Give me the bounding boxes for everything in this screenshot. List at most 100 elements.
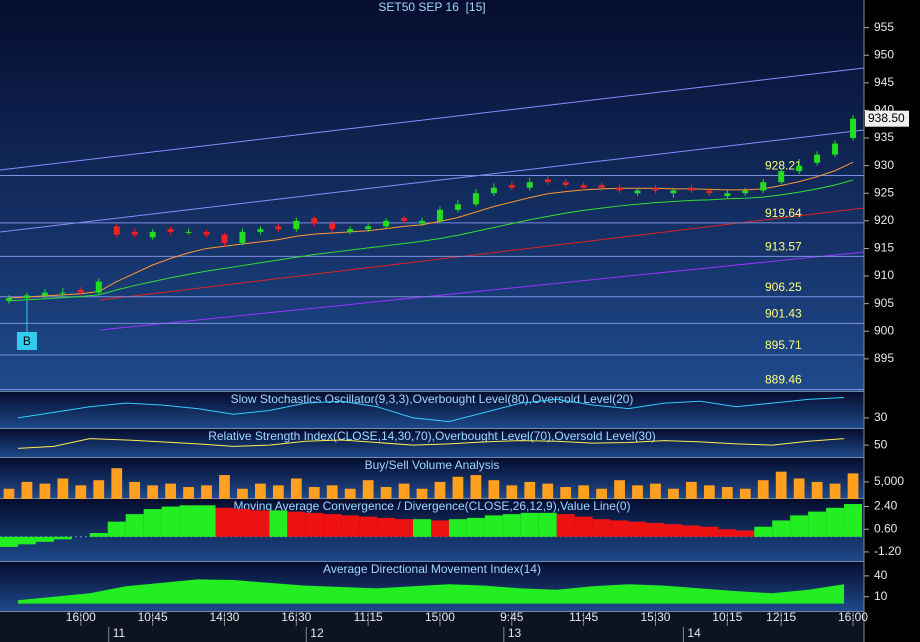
y-tick-label: 950 [874,47,894,61]
y-tick-label: 0.60 [874,521,898,535]
macd-bar [0,536,18,547]
volume-bar [3,488,15,499]
volume-bar [847,473,859,499]
volume-bar [793,478,805,499]
macd-bar [448,519,467,537]
candle-body [275,226,282,230]
panel-title: Buy/Sell Volume Analysis [365,458,500,472]
level-label: 895.71 [765,338,802,352]
x-tick-label: 9:45 [500,610,524,624]
macd-bar [844,504,862,537]
volume-bar [703,485,715,499]
macd-bar [413,519,431,537]
candle-body [778,171,785,183]
level-label: 913.57 [765,240,802,254]
candle-body [113,226,120,235]
x-tick-label: 16:00 [838,610,868,624]
x-tick-label: 10:45 [138,610,168,624]
x-tick-label: 16:00 [66,610,96,624]
volume-bar [237,488,248,499]
y-tick-label: 915 [874,241,894,255]
candle-body [167,229,174,232]
volume-bar [308,487,320,499]
macd-bar [736,530,755,537]
macd-bar [89,533,108,537]
date-label: 13 [508,626,522,640]
macd-bar [197,505,216,537]
candle-body [508,184,515,188]
panel-background [0,429,864,458]
panel-background [0,392,864,429]
volume-bar [632,485,643,499]
macd-bar [592,519,611,537]
y-tick-label: 945 [874,75,894,89]
volume-bar [757,480,769,499]
volume-bar [290,478,302,499]
candle-body [203,231,210,235]
date-label: 12 [310,626,324,640]
volume-bar [326,485,338,499]
volume-bar [560,487,572,499]
volume-bar [452,476,464,499]
macd-bar [107,521,126,537]
macd-bar [431,520,449,537]
candle-body [365,226,372,230]
volume-bar [183,487,194,499]
volume-bar [650,483,661,499]
macd-bar [53,536,72,540]
volume-bar [524,481,536,499]
macd-bar [35,536,54,542]
macd-bar [466,517,485,537]
macd-bar [628,521,647,537]
macd-bar [179,505,198,537]
macd-bar [341,515,360,537]
macd-bar [610,520,629,537]
macd-bar [556,514,575,537]
macd-bar [125,514,144,537]
volume-bar [811,481,823,499]
volume-bar [201,485,212,499]
macd-bar [359,516,378,537]
candle-body [23,295,30,299]
macd-bar [484,515,503,537]
volume-bar [362,480,374,499]
macd-bar [287,511,306,537]
y-tick-label: -1.20 [874,544,902,558]
candle-body [670,190,677,194]
volume-bar [829,483,841,499]
volume-bar [470,475,482,499]
candle-body [760,182,767,191]
y-tick-label: 895 [874,351,894,365]
volume-bar [272,485,284,499]
candle-body [347,229,354,232]
time-axis-background [0,612,864,642]
volume-bar [380,487,392,499]
candle-body [616,187,623,191]
trend-line [99,251,865,331]
candle-body [149,231,156,238]
y-tick-label: 10 [874,589,888,603]
volume-bar [75,485,87,499]
volume-bar [775,471,787,499]
macd-bar [772,520,791,537]
chart-title: SET50 SEP 16 [15] [378,0,485,14]
volume-bar [93,480,105,499]
level-label: 919.64 [765,206,802,220]
x-tick-label: 10:15 [712,610,742,624]
candle-body [41,292,48,296]
date-label: 11 [113,626,126,640]
macd-bar [808,511,827,537]
macd-bar [161,506,180,537]
macd-bar [754,526,773,537]
x-tick-label: 15:00 [425,610,455,624]
volume-bar [721,487,733,499]
panel-background [0,458,864,499]
macd-bar [143,509,162,537]
y-tick-label: 5,000 [874,474,904,488]
x-tick-label: 11:15 [354,610,383,624]
candle-body [580,184,587,188]
volume-bar [129,481,141,499]
moving-average [8,161,854,299]
macd-bar [502,514,521,537]
